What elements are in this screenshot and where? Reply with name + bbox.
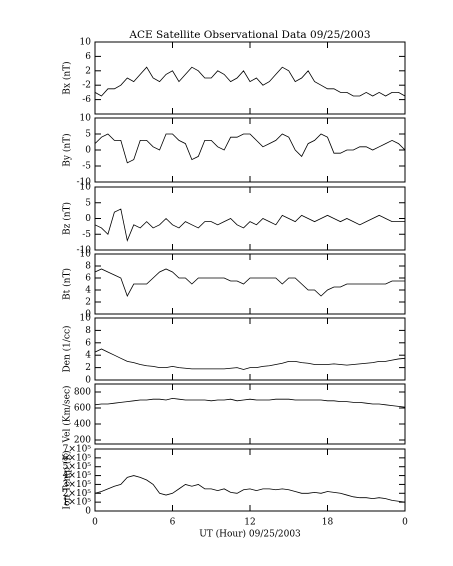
data-line <box>94 475 406 503</box>
y-tick-label: 6 <box>85 274 91 284</box>
y-axis-label: Den (1/cc) <box>62 325 73 372</box>
y-tick-label: 4 <box>85 286 91 296</box>
data-line <box>94 348 406 370</box>
y-tick-label: 400 <box>74 420 91 430</box>
y-tick-label: 0 <box>85 376 91 386</box>
y-tick-label: 1×10⁵ <box>63 498 92 508</box>
data-line <box>94 208 405 242</box>
x-tick-label: 0 <box>92 518 98 528</box>
y-tick-label: -2 <box>82 81 91 91</box>
y-tick-label: 10 <box>80 250 92 260</box>
y-tick-label: 10 <box>80 183 92 193</box>
x-tick-label: 6 <box>170 518 176 528</box>
y-tick-label: -10 <box>77 178 92 188</box>
data-line <box>94 268 405 297</box>
y-tick-label: 0 <box>85 214 91 224</box>
y-tick-label: 3×10⁵ <box>63 480 92 490</box>
y-tick-label: 6 <box>85 338 91 348</box>
y-tick-label: -5 <box>82 162 91 172</box>
chart-title: ACE Satellite Observational Data 09/25/2… <box>128 29 370 41</box>
y-tick-label: 8 <box>85 262 91 272</box>
y-tick-label: 0 <box>85 507 91 517</box>
y-tick-label: 10 <box>80 38 92 48</box>
y-tick-label: 2 <box>85 66 91 76</box>
y-tick-label: 6×10⁵ <box>63 453 92 463</box>
panel-frame <box>94 186 406 251</box>
y-tick-label: 200 <box>74 436 91 446</box>
x-tick-label: 18 <box>322 518 334 528</box>
y-axis-label: Vel (Km/sec) <box>62 385 73 443</box>
y-tick-label: 5 <box>85 198 91 208</box>
panel-frame <box>94 117 406 183</box>
x-tick-label: 0 <box>402 518 408 528</box>
y-axis-label: Bx (nT) <box>62 61 73 94</box>
y-tick-label: -5 <box>82 230 91 240</box>
y-axis-label: Ion Temp (K) <box>62 450 73 509</box>
y-tick-label: 0 <box>85 146 91 156</box>
y-tick-label: -6 <box>82 95 91 105</box>
y-axis-label: By (nT) <box>62 133 73 166</box>
panel-frame <box>94 317 406 381</box>
y-tick-label: 7×10⁵ <box>63 445 92 455</box>
y-tick-label: 10 <box>80 114 92 124</box>
y-tick-label: 5×10⁵ <box>63 462 92 472</box>
data-line <box>94 133 406 164</box>
x-axis-label: UT (Hour) 09/25/2003 <box>199 529 301 540</box>
y-tick-label: 8 <box>85 326 91 336</box>
panel-frame <box>94 383 406 445</box>
y-tick-label: 6 <box>85 52 91 62</box>
y-axis-label: Bt (nT) <box>62 268 73 300</box>
panel-frame <box>94 448 406 512</box>
data-line <box>94 397 406 408</box>
y-tick-label: 800 <box>74 388 91 398</box>
y-tick-label: 2×10⁵ <box>63 489 92 499</box>
y-tick-label: 600 <box>74 404 91 414</box>
y-axis-label: Bz (nT) <box>62 202 73 235</box>
x-tick-label: 12 <box>244 518 255 528</box>
y-tick-label: 2 <box>85 298 91 308</box>
y-tick-label: 0 <box>85 310 91 320</box>
y-tick-label: 4×10⁵ <box>63 471 92 481</box>
data-line <box>94 66 406 97</box>
panel-frame <box>94 41 406 115</box>
y-tick-label: 4 <box>85 351 91 361</box>
y-tick-label: -10 <box>77 246 92 256</box>
y-tick-label: 10 <box>80 314 92 324</box>
y-tick-label: 5 <box>85 130 91 140</box>
y-tick-label: 2 <box>85 363 91 373</box>
